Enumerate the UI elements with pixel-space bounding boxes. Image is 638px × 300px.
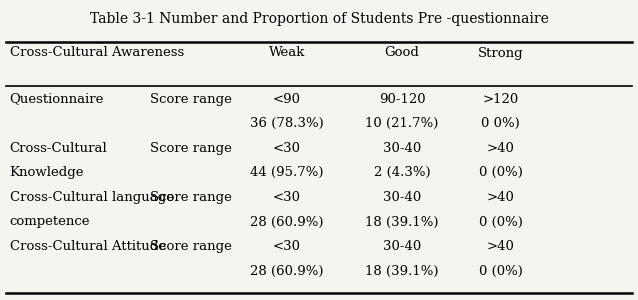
Text: Cross-Cultural Attitude: Cross-Cultural Attitude bbox=[10, 240, 166, 253]
Text: 28 (60.9%): 28 (60.9%) bbox=[250, 265, 324, 278]
Text: >40: >40 bbox=[487, 142, 515, 155]
Text: Score range: Score range bbox=[150, 142, 232, 155]
Text: Table 3-1 Number and Proportion of Students Pre -questionnaire: Table 3-1 Number and Proportion of Stude… bbox=[89, 12, 549, 26]
Text: Weak: Weak bbox=[269, 46, 306, 59]
Text: Cross-Cultural Awareness: Cross-Cultural Awareness bbox=[10, 46, 184, 59]
Text: <30: <30 bbox=[273, 142, 301, 155]
Text: Questionnaire: Questionnaire bbox=[10, 92, 104, 106]
Text: 0 (0%): 0 (0%) bbox=[479, 265, 523, 278]
Text: 30-40: 30-40 bbox=[383, 191, 421, 204]
Text: 30-40: 30-40 bbox=[383, 240, 421, 253]
Text: 0 (0%): 0 (0%) bbox=[479, 166, 523, 179]
Text: 18 (39.1%): 18 (39.1%) bbox=[365, 215, 439, 229]
Text: 30-40: 30-40 bbox=[383, 142, 421, 155]
Text: Score range: Score range bbox=[150, 240, 232, 253]
Text: Knowledge: Knowledge bbox=[10, 166, 84, 179]
Text: <90: <90 bbox=[273, 92, 301, 106]
Text: competence: competence bbox=[10, 215, 90, 229]
Text: Score range: Score range bbox=[150, 92, 232, 106]
Text: 28 (60.9%): 28 (60.9%) bbox=[250, 215, 324, 229]
Text: 0 (0%): 0 (0%) bbox=[479, 215, 523, 229]
Text: 90-120: 90-120 bbox=[378, 92, 426, 106]
Text: 10 (21.7%): 10 (21.7%) bbox=[365, 117, 439, 130]
Text: <30: <30 bbox=[273, 191, 301, 204]
Text: 2 (4.3%): 2 (4.3%) bbox=[374, 166, 430, 179]
Text: 44 (95.7%): 44 (95.7%) bbox=[250, 166, 324, 179]
Text: >40: >40 bbox=[487, 191, 515, 204]
Text: >120: >120 bbox=[483, 92, 519, 106]
Text: 0 0%): 0 0%) bbox=[482, 117, 520, 130]
Text: <30: <30 bbox=[273, 240, 301, 253]
Text: Score range: Score range bbox=[150, 191, 232, 204]
Text: Good: Good bbox=[385, 46, 419, 59]
Text: 18 (39.1%): 18 (39.1%) bbox=[365, 265, 439, 278]
Text: Cross-Cultural: Cross-Cultural bbox=[10, 142, 107, 155]
Text: Strong: Strong bbox=[478, 46, 524, 59]
Text: Cross-Cultural language: Cross-Cultural language bbox=[10, 191, 174, 204]
Text: 36 (78.3%): 36 (78.3%) bbox=[250, 117, 324, 130]
Text: >40: >40 bbox=[487, 240, 515, 253]
